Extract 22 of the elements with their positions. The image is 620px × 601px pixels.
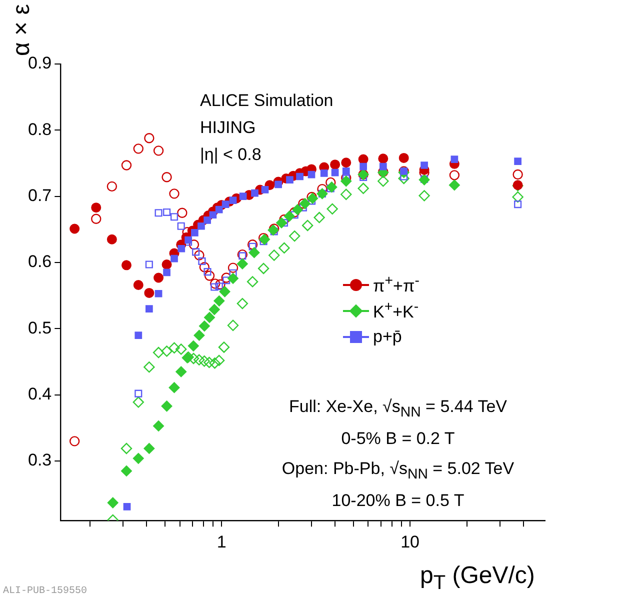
annotation: 0-5% B = 0.2 T (341, 429, 455, 448)
x-tick-label: 10 (400, 532, 420, 552)
x-tick-label: 1 (216, 532, 226, 552)
annotation: Full: Xe-Xe, √s$_{NN}$ = 5.44 TeV (289, 397, 507, 420)
text: ALI-PUB-159550 (3, 586, 88, 597)
legend-label: K$^{+}$+K$^{-}$ (373, 299, 419, 323)
y-tick-label: 0.6 (28, 252, 52, 272)
y-axis-title: α × ε (8, 4, 36, 56)
y-tick-label: 0.7 (28, 186, 52, 206)
annotation: 10-20% B = 0.5 T (332, 491, 464, 510)
legend-label: π$^{+}$+π$^{-}$ (373, 273, 420, 297)
legend-label: p+p̄ (373, 327, 402, 347)
annotation: ALICE Simulation (200, 91, 334, 110)
annotation: |η| < 0.8 (200, 145, 262, 164)
y-tick-label: 0.5 (28, 318, 52, 338)
y-tick-label: 0.8 (28, 120, 52, 139)
annotation: HIJING (200, 118, 256, 137)
y-tick-label: 0.3 (28, 450, 52, 470)
y-tick-label: 0.9 (28, 54, 52, 73)
y-tick-label: 0.4 (28, 384, 52, 404)
x-axis-title: p$_{T}$ (GeV/c) (420, 562, 535, 595)
annotation: Open: Pb-Pb, √s$_{NN}$ = 5.02 TeV (282, 459, 514, 482)
